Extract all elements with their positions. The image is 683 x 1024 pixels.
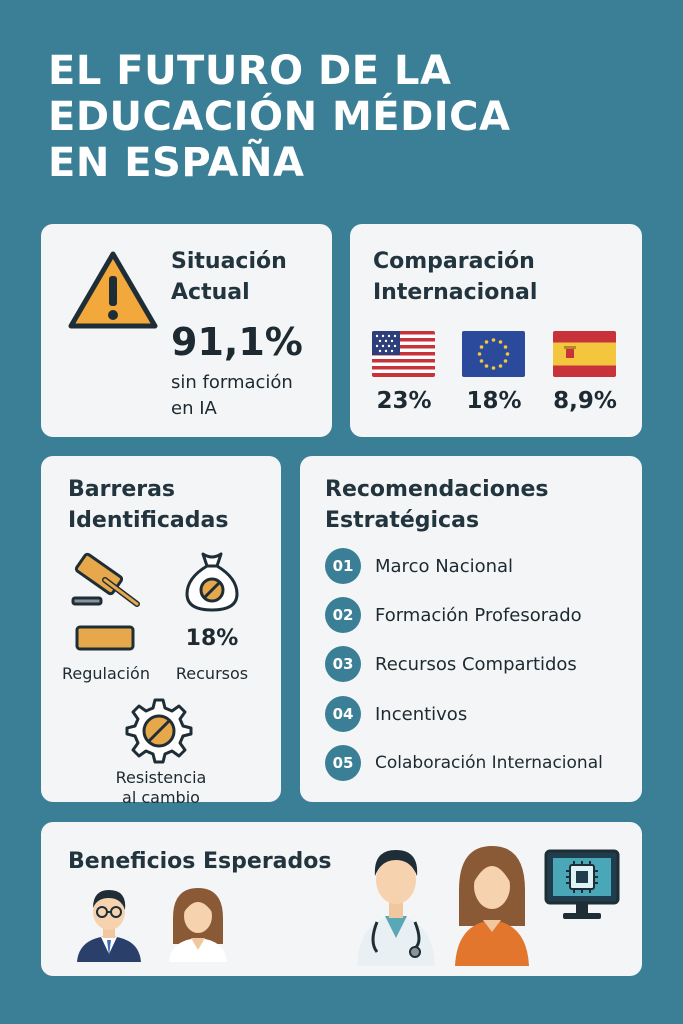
recommendation-item: 04 Incentivos (325, 696, 467, 732)
recommendation-number: 01 (325, 548, 361, 584)
woman-icon (169, 888, 227, 962)
barreras-heading-line-1: Barreras (68, 477, 176, 502)
spain-percentage: 8,9% (553, 388, 617, 414)
spain-flag-icon (553, 331, 616, 377)
recomendaciones-heading: Recomendaciones Estratégicas (325, 474, 549, 536)
recommendation-item: 01 Marco Nacional (325, 548, 513, 584)
resistencia-label-line-2: al cambio (122, 788, 200, 807)
recursos-percentage: 18% (185, 626, 239, 651)
usa-percentage: 23% (376, 388, 432, 414)
situacion-description: sin formación en IA (171, 370, 293, 422)
resistencia-label-line-1: Resistencia (115, 768, 207, 787)
barreras-heading: Barreras Identificadas (68, 474, 228, 536)
situacion-heading-line-2: Actual (171, 280, 250, 305)
recommendation-item: 02 Formación Profesorado (325, 597, 582, 633)
situacion-desc-line-1: sin formación (171, 372, 293, 393)
resistencia-label: Resistencia al cambio (81, 768, 241, 808)
recommendation-item: 03 Recursos Compartidos (325, 646, 577, 682)
barreras-heading-line-2: Identificadas (68, 508, 229, 533)
recommendation-text: Formación Profesorado (375, 604, 582, 626)
situacion-value: 91,1% (171, 320, 303, 364)
gear-blocked-icon (125, 698, 193, 764)
recursos-label: Recursos (175, 664, 249, 683)
warning-triangle-icon (68, 251, 158, 329)
woman-student-icon (455, 846, 529, 966)
ai-chip-monitor-icon (544, 849, 620, 919)
eu-percentage: 18% (466, 388, 522, 414)
regulacion-label: Regulación (62, 664, 150, 683)
recomendaciones-card: Recomendaciones Estratégicas 01 Marco Na… (300, 456, 642, 802)
beneficios-heading: Beneficios Esperados (68, 849, 332, 874)
recommendation-number: 05 (325, 745, 361, 781)
barreras-card: Barreras Identificadas 18% Regulación Re… (41, 456, 281, 807)
comparacion-heading-line-1: Comparación (373, 249, 535, 274)
title-line-2: EDUCACIÓN MÉDICA (48, 94, 511, 140)
recommendation-text: Marco Nacional (375, 555, 514, 577)
situacion-desc-line-2: en IA (171, 398, 217, 419)
beneficios-card: Beneficios Esperados (41, 822, 642, 976)
usa-flag-icon (372, 331, 435, 377)
recommendation-number: 03 (325, 646, 361, 682)
situacion-heading: Situación Actual (171, 246, 287, 308)
recommendation-text: Recursos Compartidos (375, 653, 577, 675)
recomendaciones-heading-line-1: Recomendaciones (325, 477, 549, 502)
gavel-icon (71, 552, 140, 651)
recommendation-number: 04 (325, 696, 361, 732)
situacion-card: Situación Actual 91,1% sin formación en … (41, 224, 332, 437)
money-bag-icon (185, 552, 239, 612)
recommendation-text: Colaboración Internacional (375, 753, 603, 773)
doctor-icon (357, 850, 435, 966)
recommendation-number: 02 (325, 597, 361, 633)
comparacion-card: Comparación Internacional (350, 224, 642, 437)
page-title: EL FUTURO DE LA EDUCACIÓN MÉDICA EN ESPA… (48, 48, 648, 186)
title-line-1: EL FUTURO DE LA (48, 48, 452, 94)
comparacion-heading: Comparación Internacional (373, 246, 537, 308)
title-line-3: EN ESPAÑA (48, 140, 305, 186)
recommendation-item: 05 Colaboración Internacional (325, 745, 603, 781)
man-glasses-icon (77, 890, 141, 962)
comparacion-heading-line-2: Internacional (373, 280, 538, 305)
recomendaciones-heading-line-2: Estratégicas (325, 508, 480, 533)
recommendation-text: Incentivos (375, 703, 468, 725)
eu-flag-icon (462, 331, 525, 377)
situacion-heading-line-1: Situación (171, 249, 287, 274)
